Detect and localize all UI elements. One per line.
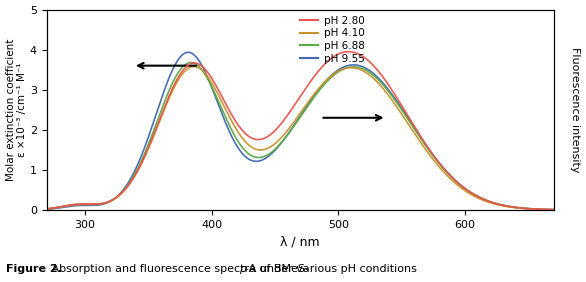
- Text: Figure 2.: Figure 2.: [6, 264, 62, 274]
- Legend: pH 2.80, pH 4.10, pH 6.88, pH 9.55: pH 2.80, pH 4.10, pH 6.88, pH 9.55: [295, 12, 369, 68]
- Text: Absorption and fluorescence spectra of BMeS-: Absorption and fluorescence spectra of B…: [48, 264, 309, 274]
- Text: -A under various pH conditions: -A under various pH conditions: [245, 264, 417, 274]
- Y-axis label: Fluorescence intensity: Fluorescence intensity: [570, 47, 581, 173]
- X-axis label: λ / nm: λ / nm: [281, 235, 320, 248]
- Y-axis label: Molar extinction coefficient
ε ×10⁻³ /cm⁻¹ M⁻¹: Molar extinction coefficient ε ×10⁻³ /cm…: [5, 39, 27, 181]
- Text: p: p: [239, 264, 246, 274]
